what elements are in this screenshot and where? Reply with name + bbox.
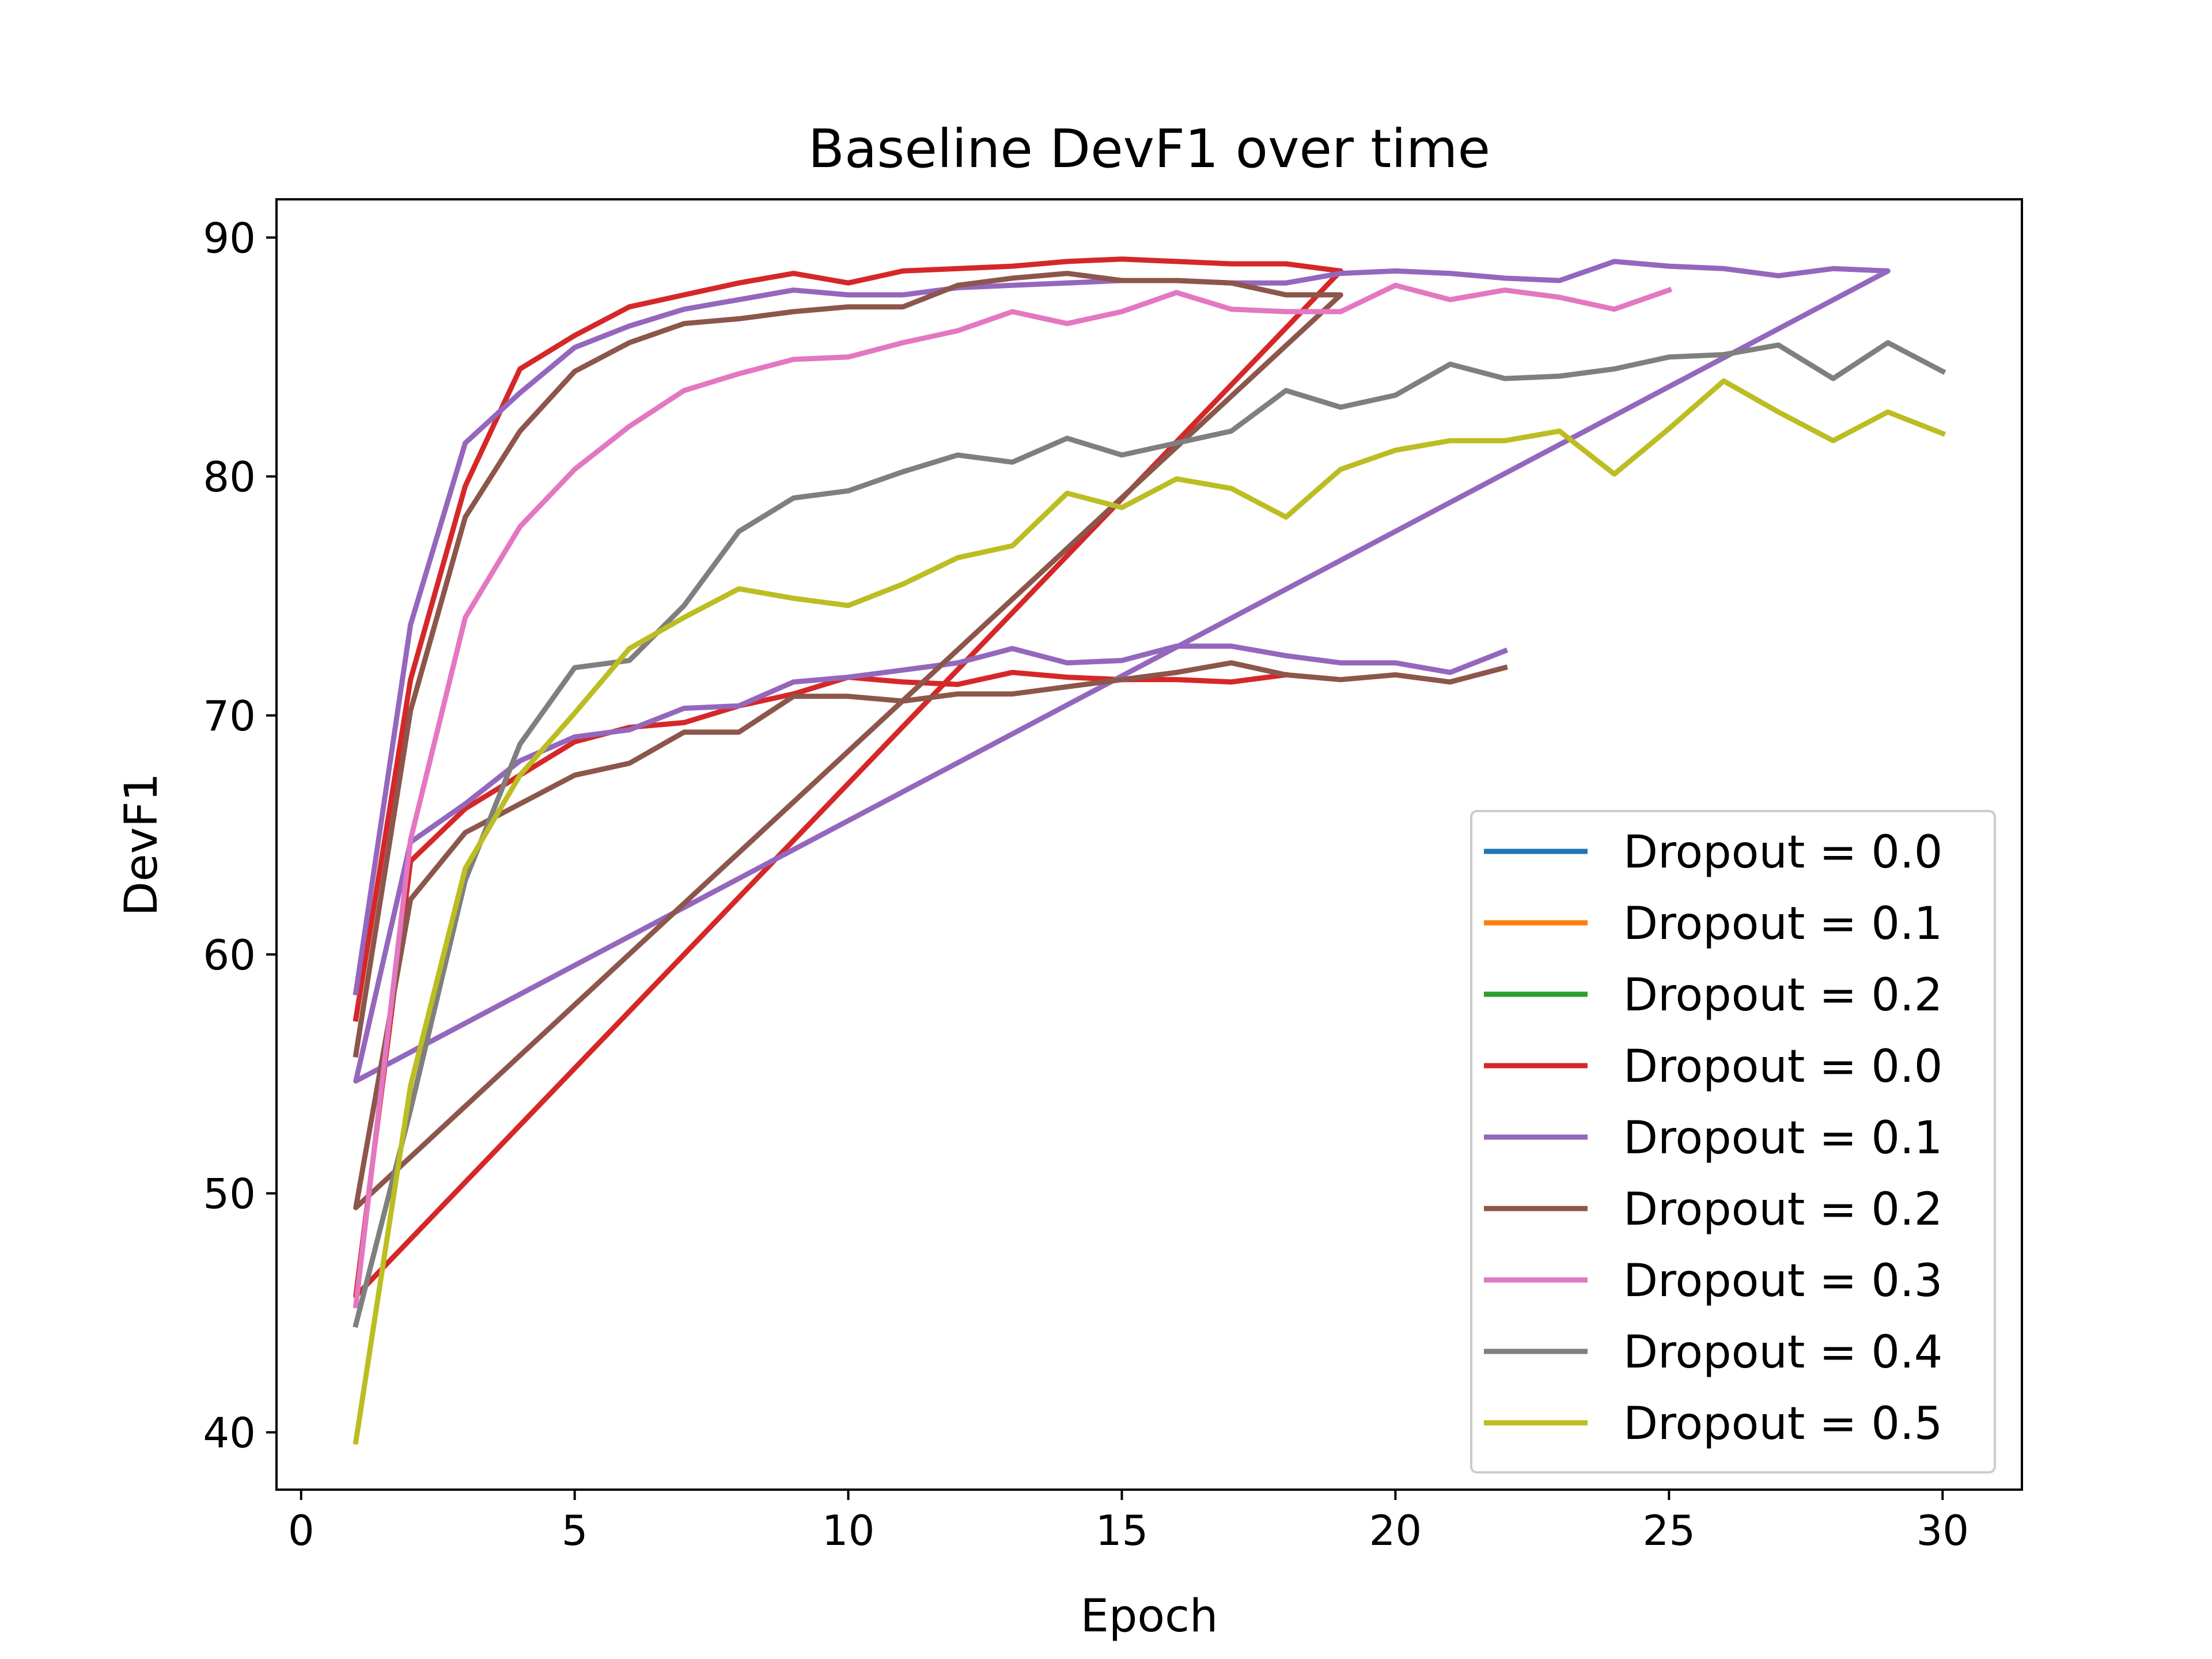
x-tick-label: 10 xyxy=(822,1506,875,1555)
legend-label: Dropout = 0.2 xyxy=(1623,1184,1942,1236)
plot-frame xyxy=(275,198,2023,1491)
x-axis: 0 5 10 15 20 25 30 xyxy=(288,1490,1969,1555)
legend: Dropout = 0.0 Dropout = 0.1 Dropout = 0.2 D… xyxy=(1470,810,1996,1474)
series-line-5 xyxy=(353,271,1508,1210)
legend-label: Dropout = 0.0 xyxy=(1623,1041,1942,1093)
legend-label: Dropout = 0.0 xyxy=(1623,827,1942,878)
y-tick-label: 60 xyxy=(203,931,256,979)
y-tick-label: 40 xyxy=(203,1408,256,1457)
x-tick-label: 25 xyxy=(1643,1506,1696,1555)
y-tick-label: 90 xyxy=(203,214,256,262)
y-tick-label: 80 xyxy=(203,453,256,501)
series-line-4 xyxy=(353,259,1891,1084)
chart-title: Baseline DevF1 over time xyxy=(808,118,1490,180)
legend-box xyxy=(1470,810,1996,1474)
x-tick-label: 0 xyxy=(288,1506,315,1555)
series-line-8 xyxy=(353,378,1946,1445)
legend-label: Dropout = 0.3 xyxy=(1623,1255,1942,1307)
legend-label: Dropout = 0.2 xyxy=(1623,969,1942,1021)
x-tick-label: 20 xyxy=(1369,1506,1422,1555)
x-axis-label: Epoch xyxy=(1081,1590,1218,1642)
y-tick-label: 50 xyxy=(203,1170,256,1218)
y-tick-label: 70 xyxy=(203,692,256,740)
y-axis-label: DevF1 xyxy=(116,773,168,916)
series-line-6 xyxy=(353,282,1673,1309)
x-tick-label: 5 xyxy=(562,1506,588,1555)
legend-label: Dropout = 0.4 xyxy=(1623,1327,1942,1378)
legend-label: Dropout = 0.5 xyxy=(1623,1398,1942,1450)
legend-label: Dropout = 0.1 xyxy=(1623,898,1942,950)
x-tick-label: 30 xyxy=(1916,1506,1969,1555)
x-tick-label: 15 xyxy=(1096,1506,1149,1555)
y-axis: 40 50 60 70 80 90 xyxy=(203,214,276,1457)
legend-label: Dropout = 0.1 xyxy=(1623,1112,1942,1164)
plot-lines xyxy=(353,256,1946,1445)
